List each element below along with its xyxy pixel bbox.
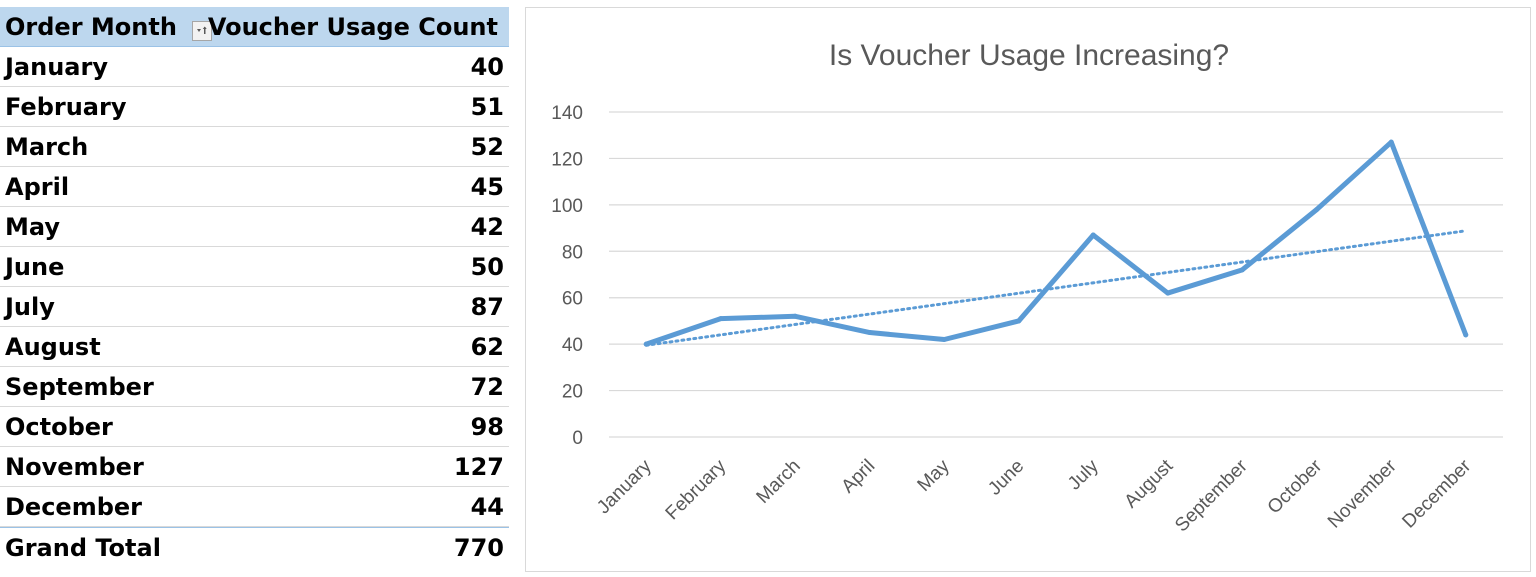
usage-count-value[interactable]: 87 — [470, 292, 504, 321]
pivot-row: July 87 — [0, 287, 509, 327]
month-label[interactable]: July — [5, 292, 55, 321]
y-tick-label: 140 — [551, 103, 583, 124]
pivot-row: May 42 — [0, 207, 509, 247]
month-label[interactable]: May — [5, 212, 60, 241]
usage-count-value[interactable]: 42 — [470, 212, 504, 241]
x-tick-label: February — [662, 455, 731, 524]
data-point[interactable] — [718, 316, 724, 322]
usage-count-value[interactable]: 40 — [470, 52, 504, 81]
x-tick-label: May — [914, 455, 955, 496]
y-tick-label: 80 — [562, 242, 583, 263]
data-point[interactable] — [1239, 267, 1245, 273]
usage-count-value[interactable]: 72 — [470, 372, 504, 401]
x-tick-label: October — [1264, 455, 1327, 518]
grand-total-label[interactable]: Grand Total — [5, 534, 161, 562]
pivot-row: September 72 — [0, 367, 509, 407]
y-tick-label: 60 — [562, 289, 583, 310]
y-tick-label: 120 — [551, 149, 583, 170]
data-point[interactable] — [941, 337, 947, 342]
pivot-rows: January 40 February 51 March 52 April 45 May 42 Ju… — [0, 47, 509, 527]
pivot-header-row: Order Month Voucher Usage Count — [0, 7, 509, 47]
usage-count-value[interactable]: 98 — [470, 412, 504, 441]
x-tick-label: January — [593, 455, 656, 518]
pivot-table: Order Month Voucher Usage Count January 4… — [0, 7, 509, 568]
data-point[interactable] — [1165, 290, 1171, 296]
pivot-row: December 44 — [0, 487, 509, 527]
data-point[interactable] — [1090, 232, 1096, 238]
pivot-row: March 52 — [0, 127, 509, 167]
value-header[interactable]: Voucher Usage Count — [207, 12, 498, 41]
row-label-header[interactable]: Order Month — [5, 12, 177, 41]
usage-count-value[interactable]: 45 — [470, 172, 504, 201]
x-tick-label: March — [753, 456, 805, 508]
data-point[interactable] — [643, 341, 649, 347]
month-label[interactable]: January — [5, 52, 108, 81]
x-tick-label: July — [1064, 455, 1103, 494]
y-tick-label: 20 — [562, 382, 583, 403]
sort-filter-icon[interactable] — [192, 21, 212, 41]
data-point[interactable] — [792, 313, 798, 319]
x-tick-label: June — [984, 456, 1028, 500]
y-tick-label: 0 — [572, 428, 583, 449]
x-tick-label: September — [1171, 455, 1252, 536]
data-point[interactable] — [1463, 332, 1469, 338]
pivot-row: June 50 — [0, 247, 509, 287]
series-line[interactable] — [643, 139, 1469, 347]
trendline-layer — [644, 229, 1468, 347]
gridlines — [609, 111, 1503, 438]
line-chart[interactable]: Is Voucher Usage Increasing? 0 20 40 60 80 10… — [525, 7, 1531, 572]
usage-count-value[interactable]: 52 — [470, 132, 504, 161]
month-label[interactable]: March — [5, 132, 89, 161]
pivot-row: February 51 — [0, 87, 509, 127]
usage-count-value[interactable]: 44 — [470, 492, 504, 521]
pivot-row: October 98 — [0, 407, 509, 447]
month-label[interactable]: November — [5, 452, 144, 481]
month-label[interactable]: October — [5, 412, 113, 441]
usage-count-value[interactable]: 51 — [470, 92, 504, 121]
chart-title[interactable]: Is Voucher Usage Increasing? — [829, 39, 1229, 72]
y-axis-ticks: 0 20 40 60 80 100 120 140 — [551, 103, 583, 449]
pivot-row: January 40 — [0, 47, 509, 87]
y-tick-label: 100 — [551, 196, 583, 217]
usage-count-value[interactable]: 62 — [470, 332, 504, 361]
month-label[interactable]: June — [5, 252, 65, 281]
month-label[interactable]: September — [5, 372, 154, 401]
pivot-row: April 45 — [0, 167, 509, 207]
series-layer — [643, 139, 1469, 347]
data-point[interactable] — [1314, 207, 1320, 212]
pivot-row: August 62 — [0, 327, 509, 367]
month-label[interactable]: April — [5, 172, 70, 201]
usage-count-value[interactable]: 127 — [453, 452, 504, 481]
x-axis-ticks: January February March April May June July Augu… — [593, 455, 1476, 536]
data-point[interactable] — [1388, 139, 1394, 145]
data-point[interactable] — [1016, 318, 1022, 324]
chart-svg: Is Voucher Usage Increasing? 0 20 40 60 80 10… — [551, 39, 1503, 536]
grand-total-row: Grand Total 770 — [0, 527, 509, 568]
x-tick-label: April — [838, 456, 880, 498]
month-label[interactable]: August — [5, 332, 101, 361]
pivot-row: November 127 — [0, 447, 509, 487]
x-tick-label: November — [1324, 455, 1401, 532]
grand-total-value[interactable]: 770 — [453, 534, 504, 562]
month-label[interactable]: December — [5, 492, 143, 521]
x-tick-label: August — [1121, 455, 1178, 512]
y-tick-label: 40 — [562, 335, 583, 356]
x-tick-label: December — [1398, 455, 1475, 532]
month-label[interactable]: February — [5, 92, 127, 121]
data-point[interactable] — [867, 330, 873, 336]
trendline[interactable] — [644, 229, 1468, 347]
usage-count-value[interactable]: 50 — [470, 252, 504, 281]
